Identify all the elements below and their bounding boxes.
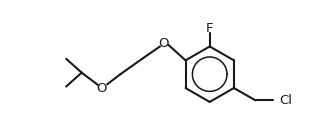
Text: F: F <box>206 22 214 35</box>
Text: Cl: Cl <box>279 94 292 107</box>
Text: O: O <box>96 82 107 95</box>
Text: O: O <box>158 37 169 50</box>
